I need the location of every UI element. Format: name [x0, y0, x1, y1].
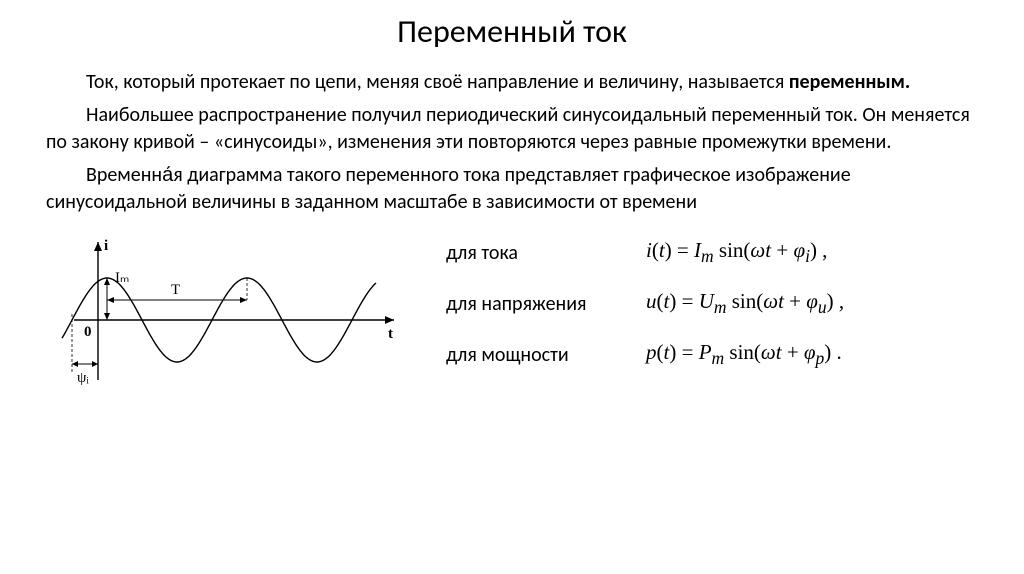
page-title: Переменный ток	[46, 12, 978, 51]
eq-current-label: для тока	[446, 241, 646, 265]
equations-container: для тока i(t) = Im sin(ωt + φi) , для на…	[406, 222, 978, 392]
eq-power-label: для мощности	[446, 343, 646, 367]
svg-text:i: i	[104, 238, 108, 254]
svg-text:ψᵢ: ψᵢ	[77, 370, 89, 386]
svg-text:t: t	[388, 326, 393, 342]
paragraph-3: Временна́я диаграмма такого переменного …	[46, 162, 978, 216]
para1-text: Ток, который протекает по цепи, меняя св…	[86, 70, 789, 94]
para1-bold: переменным.	[789, 70, 910, 94]
content-row: i t 0 Iₘ Tψᵢ для тока i(t) = Im sin(ωt + φi)…	[46, 222, 978, 400]
eq-power-formula: p(t) = Pm sin(ωt + φp) .	[646, 340, 842, 369]
equation-current: для тока i(t) = Im sin(ωt + φi) ,	[446, 238, 978, 267]
paragraph-1: Ток, который протекает по цепи, меняя св…	[46, 69, 978, 96]
equation-power: для мощности p(t) = Pm sin(ωt + φp) .	[446, 340, 978, 369]
chart-container: i t 0 Iₘ Tψᵢ	[46, 222, 406, 400]
eq-voltage-label: для напряжения	[446, 292, 646, 316]
eq-current-formula: i(t) = Im sin(ωt + φi) ,	[646, 238, 827, 267]
sine-chart: i t 0 Iₘ Tψᵢ	[54, 230, 404, 400]
equation-voltage: для напряжения u(t) = Um sin(ωt + φu) ,	[446, 289, 978, 318]
svg-text:Iₘ: Iₘ	[115, 270, 129, 286]
paragraph-2: Наибольшее распространение получил перио…	[46, 102, 978, 156]
eq-voltage-formula: u(t) = Um sin(ωt + φu) ,	[646, 289, 844, 318]
svg-text:0: 0	[84, 324, 92, 340]
svg-text:T: T	[171, 282, 180, 298]
